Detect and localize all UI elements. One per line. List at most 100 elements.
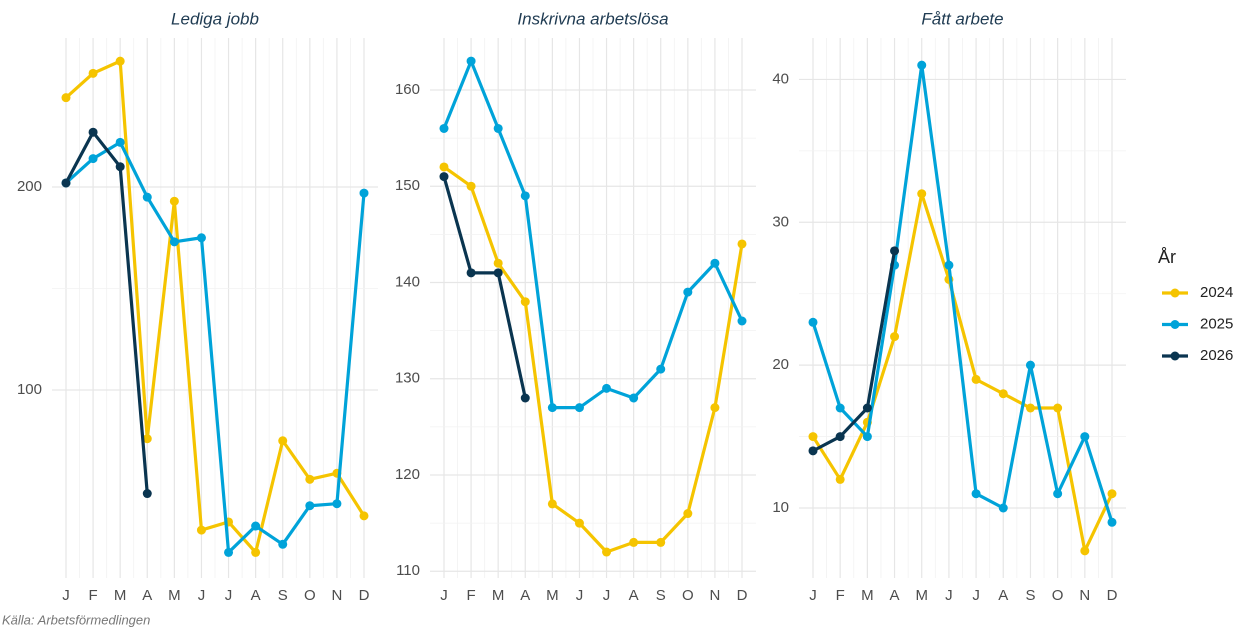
x-tick-label: J xyxy=(945,587,953,604)
data-point xyxy=(917,189,927,199)
data-point xyxy=(808,446,818,456)
data-point xyxy=(1025,403,1035,413)
data-point xyxy=(466,56,476,66)
data-point xyxy=(305,501,315,511)
x-tick-label: M xyxy=(114,587,127,604)
x-tick-label: F xyxy=(836,587,845,604)
x-tick-label: N xyxy=(709,587,720,604)
legend-swatch-point xyxy=(1170,288,1180,298)
x-tick-label: S xyxy=(1025,587,1035,604)
data-point xyxy=(944,260,954,270)
series-line xyxy=(443,165,744,554)
x-tick-label: J xyxy=(809,587,817,604)
data-point xyxy=(629,393,639,403)
data-point xyxy=(602,547,612,557)
data-point xyxy=(196,233,206,243)
x-tick-label: A xyxy=(520,587,530,604)
data-point xyxy=(439,172,449,182)
legend-label: 2025 xyxy=(1200,315,1233,332)
data-point xyxy=(998,389,1008,399)
legend-label: 2024 xyxy=(1200,284,1233,301)
data-point xyxy=(737,239,747,249)
data-point xyxy=(61,178,71,188)
x-tick-label: J xyxy=(440,587,448,604)
data-point xyxy=(574,403,584,413)
series-line xyxy=(442,176,527,399)
data-point xyxy=(683,287,693,297)
data-point xyxy=(493,123,503,133)
data-point xyxy=(808,317,818,327)
data-point xyxy=(835,474,845,484)
series-line xyxy=(64,130,149,494)
data-point xyxy=(917,60,927,70)
data-point xyxy=(862,403,872,413)
data-point xyxy=(835,403,845,413)
data-point xyxy=(547,403,557,413)
data-point xyxy=(359,188,369,198)
x-tick-label: M xyxy=(492,587,505,604)
panel-title: Fått arbete xyxy=(921,9,1003,28)
x-tick-label: M xyxy=(168,587,181,604)
legend-swatch-point xyxy=(1170,351,1180,361)
data-point xyxy=(520,191,530,201)
y-tick-label: 120 xyxy=(395,466,420,483)
data-point xyxy=(493,268,503,278)
data-point xyxy=(332,499,342,509)
y-tick-label: 100 xyxy=(17,381,42,398)
data-point xyxy=(305,474,315,484)
data-point xyxy=(142,192,152,202)
data-point xyxy=(278,436,288,446)
x-tick-label: D xyxy=(737,587,748,604)
data-point xyxy=(115,162,125,172)
data-point xyxy=(971,489,981,499)
data-point xyxy=(1080,432,1090,442)
data-point xyxy=(466,181,476,191)
y-tick-label: 130 xyxy=(395,370,420,387)
data-point xyxy=(439,162,449,172)
x-tick-label: A xyxy=(890,587,900,604)
data-point xyxy=(1080,546,1090,556)
x-tick-label: A xyxy=(629,587,639,604)
x-tick-label: D xyxy=(359,587,370,604)
x-tick-label: O xyxy=(304,587,316,604)
data-point xyxy=(196,525,206,535)
data-point xyxy=(1053,489,1063,499)
x-tick-label: M xyxy=(861,587,874,604)
data-point xyxy=(169,196,179,206)
data-point xyxy=(1107,517,1117,527)
panel-title: Lediga jobb xyxy=(171,9,259,28)
y-tick-label: 40 xyxy=(772,70,789,87)
data-point xyxy=(808,432,818,442)
y-tick-label: 110 xyxy=(396,562,420,579)
series-line xyxy=(64,59,366,555)
x-tick-label: F xyxy=(89,587,98,604)
data-point xyxy=(574,518,584,528)
data-point xyxy=(971,374,981,384)
data-point xyxy=(710,258,720,268)
data-point xyxy=(115,56,125,66)
panel-title: Inskrivna arbetslösa xyxy=(517,9,668,28)
data-point xyxy=(115,137,125,147)
data-point xyxy=(656,537,666,547)
data-point xyxy=(998,503,1008,513)
x-tick-label: J xyxy=(576,587,584,604)
x-tick-label: M xyxy=(915,587,928,604)
data-point xyxy=(88,127,98,137)
x-tick-label: J xyxy=(972,587,980,604)
y-tick-label: 160 xyxy=(395,81,420,98)
x-tick-label: J xyxy=(603,587,611,604)
data-point xyxy=(890,332,900,342)
data-point xyxy=(656,364,666,374)
series-line xyxy=(442,59,744,410)
data-point xyxy=(142,434,152,444)
series-line xyxy=(64,140,366,555)
x-tick-label: A xyxy=(142,587,152,604)
data-point xyxy=(629,537,639,547)
y-tick-label: 20 xyxy=(772,356,789,373)
data-point xyxy=(890,246,900,256)
y-tick-label: 10 xyxy=(772,499,789,516)
y-tick-label: 30 xyxy=(772,213,789,230)
data-point xyxy=(278,539,288,549)
data-point xyxy=(862,432,872,442)
caption: Källa: Arbetsförmedlingen xyxy=(2,612,150,627)
